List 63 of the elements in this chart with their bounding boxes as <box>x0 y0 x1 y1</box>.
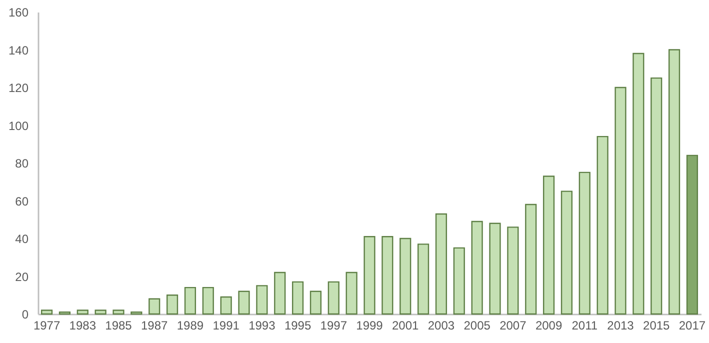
bar <box>40 310 53 315</box>
y-tick-label: 40 <box>15 232 29 246</box>
bar <box>650 77 662 315</box>
x-tick-label: 2009 <box>535 318 562 332</box>
bar <box>76 310 88 315</box>
x-tick-label: 1985 <box>105 318 132 332</box>
x-tick-label: 1987 <box>141 318 168 332</box>
bar <box>578 172 590 315</box>
bar <box>400 238 412 315</box>
bar <box>668 49 680 315</box>
x-tick-label: 2007 <box>500 318 527 332</box>
x-tick-label: 1989 <box>176 318 204 332</box>
y-tick-label: 160 <box>8 6 29 20</box>
bar <box>614 86 626 315</box>
y-tick-label: 120 <box>8 81 29 95</box>
bar <box>94 310 106 315</box>
bar <box>220 296 232 315</box>
y-tick-label: 20 <box>15 270 29 284</box>
bar <box>166 294 178 315</box>
bar <box>112 310 124 315</box>
bar <box>560 190 573 315</box>
x-tick-label: 2003 <box>428 318 455 332</box>
x-tick-label: 2011 <box>572 318 598 332</box>
x-tick-label: 2017 <box>678 318 706 332</box>
bar <box>489 222 501 315</box>
bar <box>382 236 394 315</box>
bar <box>435 213 448 315</box>
bar <box>292 281 304 315</box>
bar <box>346 272 358 315</box>
bar <box>328 281 340 315</box>
x-tick-label: 2015 <box>643 318 670 332</box>
y-tick-label: 60 <box>15 194 29 208</box>
x-tick-label: 2005 <box>464 318 491 332</box>
bar <box>525 204 537 315</box>
x-tick-label: 1997 <box>320 318 348 332</box>
bar <box>471 220 483 315</box>
bar <box>507 226 519 315</box>
bar <box>453 247 465 315</box>
bar <box>238 290 250 315</box>
x-tick-label: 1993 <box>248 318 276 332</box>
bar <box>148 298 160 315</box>
y-tick-label: 140 <box>8 43 29 58</box>
x-tick-label: 1977 <box>33 318 60 332</box>
y-tick-label: 0 <box>22 308 29 322</box>
bar <box>202 286 214 315</box>
bar <box>632 52 644 315</box>
bar <box>417 244 430 315</box>
bar <box>310 290 322 315</box>
bar <box>542 176 555 315</box>
x-tick-label: 1995 <box>284 318 312 332</box>
bar <box>596 136 608 315</box>
bar <box>184 286 196 315</box>
x-tick-label: 1991 <box>212 318 240 332</box>
bar <box>274 272 286 315</box>
x-tick-label: 1999 <box>356 318 384 332</box>
x-tick-label: 2013 <box>607 318 634 332</box>
bar <box>256 285 268 315</box>
y-tick-label: 80 <box>15 156 29 170</box>
x-tick-label: 2001 <box>392 318 420 332</box>
y-tick-label: 100 <box>8 118 29 133</box>
bar <box>364 236 376 315</box>
x-tick-label: 1983 <box>69 318 96 332</box>
bar <box>686 154 698 315</box>
